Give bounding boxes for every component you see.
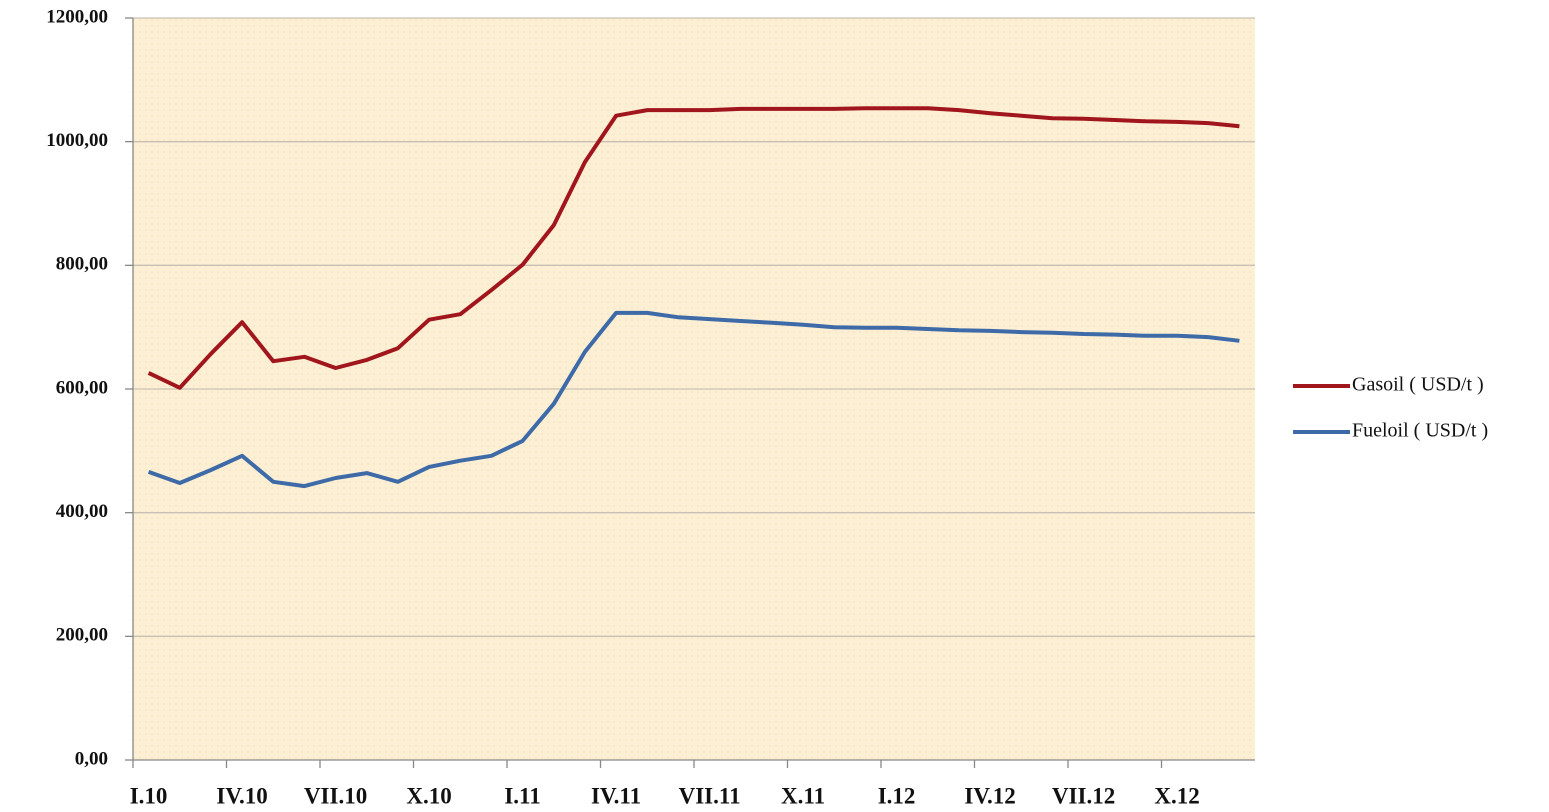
y-tick-label: 1000,00 [46, 130, 108, 151]
y-tick-label: 600,00 [56, 377, 108, 398]
x-tick-label: I.11 [504, 783, 540, 808]
x-tick-label: X.11 [781, 783, 825, 808]
x-tick-label: I.10 [130, 783, 168, 808]
legend: Gasoil ( USD/t ) Fueloil ( USD/t ) [1293, 374, 1488, 442]
series-line [147, 310, 1240, 489]
x-tick-label: I.12 [878, 783, 916, 808]
y-tick-label: 0,00 [75, 748, 108, 769]
x-tick-label: VII.11 [679, 783, 741, 808]
y-tick-label: 1200,00 [46, 6, 108, 27]
series-line [147, 106, 1240, 390]
x-tick-label: IV.12 [964, 783, 1015, 808]
x-tick-label: X.12 [1154, 783, 1199, 808]
x-tick-label: IV.10 [216, 783, 267, 808]
y-tick-label: 200,00 [56, 625, 108, 646]
y-tick-label: 400,00 [56, 501, 108, 522]
x-tick-label: IV.11 [591, 783, 641, 808]
x-tick-label: X.10 [406, 783, 451, 808]
legend-label: Gasoil ( USD/t ) [1352, 374, 1484, 396]
x-tick-label: VII.10 [304, 783, 367, 808]
legend-label: Fueloil ( USD/t ) [1352, 420, 1488, 442]
x-tick-label: VII.12 [1052, 783, 1115, 808]
y-tick-label: 800,00 [56, 254, 108, 275]
